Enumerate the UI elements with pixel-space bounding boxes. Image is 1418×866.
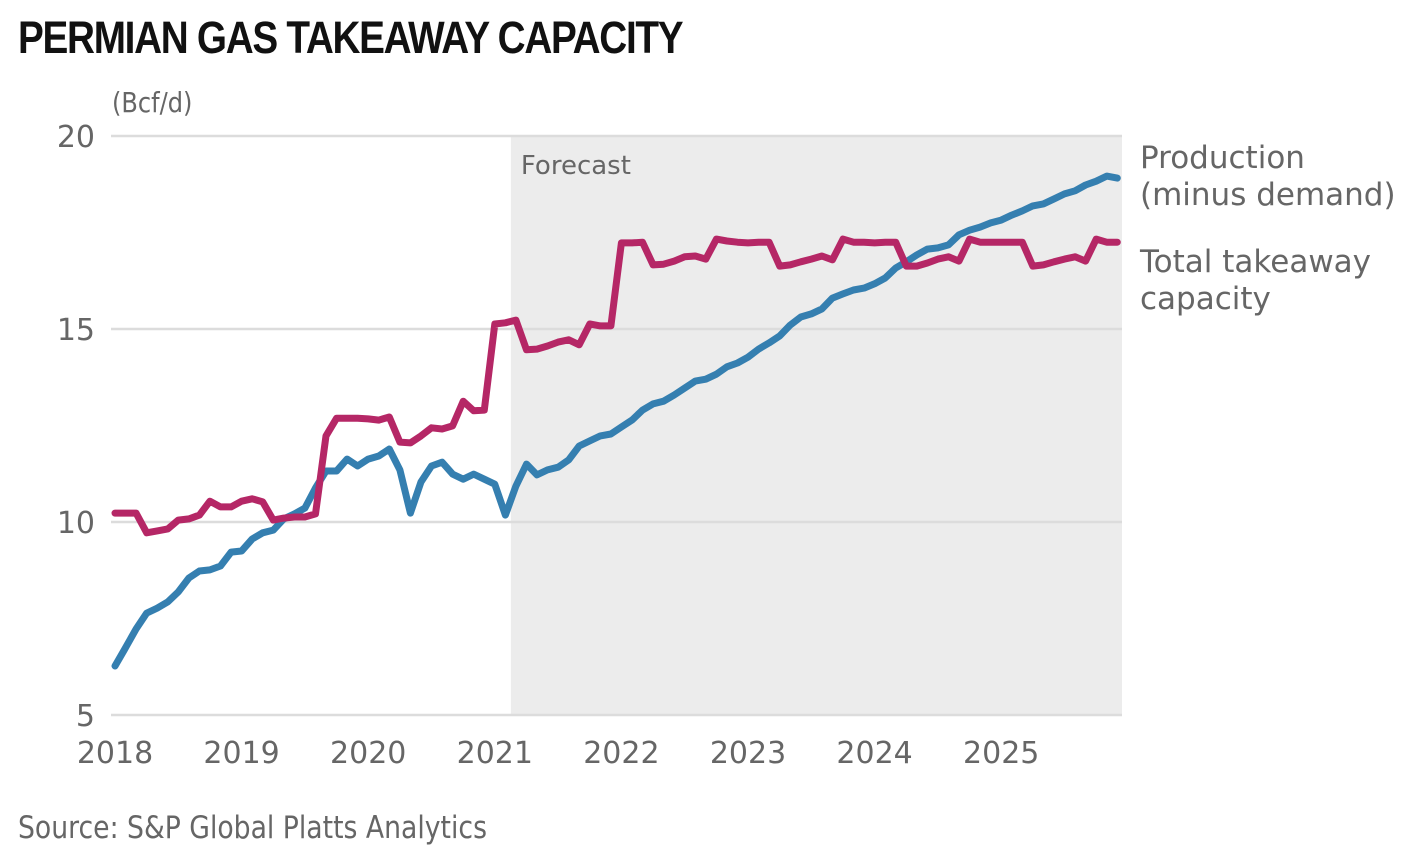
legend-label: capacity (1140, 281, 1271, 317)
legend-label: (minus demand) (1140, 177, 1396, 213)
y-axis-unit-label: (Bcf/d) (112, 86, 193, 119)
x-tick-label: 2018 (77, 736, 153, 771)
legend-label: Total takeaway (1139, 244, 1371, 280)
series-line-capacity (111, 235, 1121, 537)
x-tick-label: 2023 (710, 736, 786, 771)
series-lines (111, 172, 1121, 670)
legend-label: Production (1140, 140, 1305, 176)
x-tick-label: 2025 (963, 736, 1039, 771)
y-tick-label: 5 (76, 699, 95, 734)
x-tick-label: 2022 (583, 736, 659, 771)
y-axis-ticks: 5 10 15 20 (57, 120, 95, 734)
source-note: Source: S&P Global Platts Analytics (18, 810, 487, 846)
gridlines (111, 134, 1122, 717)
y-tick-label: 10 (57, 506, 95, 541)
legend: Production(minus demand) Total takeawayca… (1139, 140, 1396, 317)
x-axis-ticks: 2018 2019 2020 2021 2022 2023 2024 2025 (77, 736, 1040, 771)
x-tick-label: 2024 (836, 736, 912, 771)
forecast-label: Forecast (521, 151, 631, 181)
x-tick-label: 2020 (330, 736, 406, 771)
x-tick-label: 2021 (457, 736, 533, 771)
y-tick-label: 20 (57, 120, 95, 155)
forecast-region (510, 136, 1122, 715)
chart-title: PERMIAN GAS TAKEAWAY CAPACITY (18, 12, 684, 63)
y-tick-label: 15 (57, 313, 95, 348)
x-tick-label: 2019 (203, 736, 279, 771)
